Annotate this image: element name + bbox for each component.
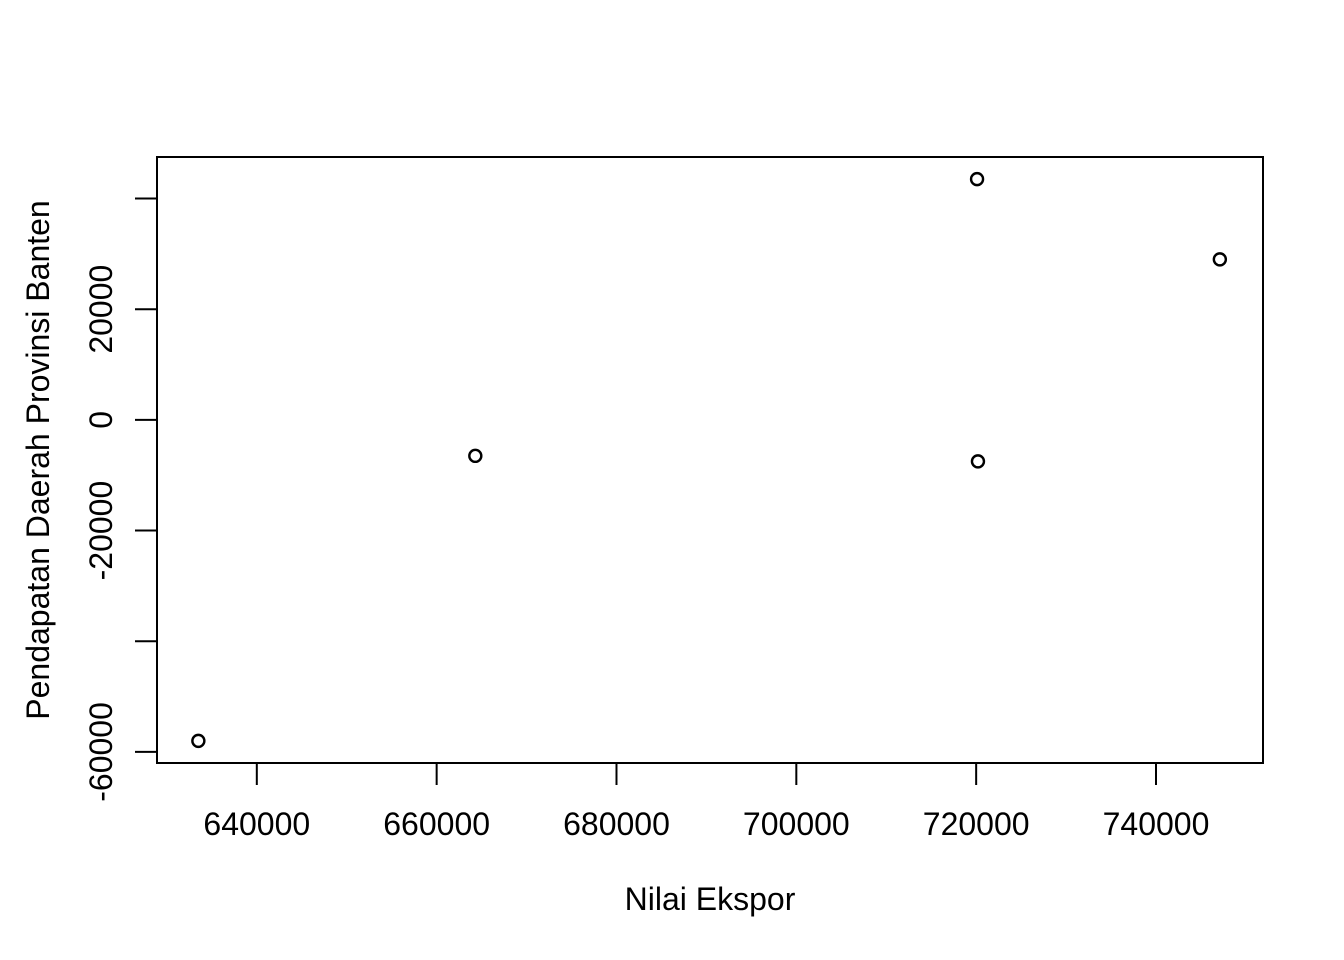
y-tick-label: -20000 [83,481,119,581]
x-tick-label: 660000 [383,806,490,842]
x-axis-title: Nilai Ekspor [625,881,796,917]
x-tick-label: 740000 [1103,806,1210,842]
y-tick-label: 20000 [83,265,119,354]
x-axis: 640000 660000 680000 700000 720000 740000 [203,762,1210,842]
data-point [191,733,206,749]
y-tick-label: 0 [83,411,119,429]
x-tick-label: 700000 [743,806,850,842]
x-tick-label: 640000 [203,806,310,842]
y-axis-title: Pendapatan Daerah Provinsi Banten [20,200,56,719]
data-point [969,171,985,187]
x-tick-label: 680000 [563,806,670,842]
data-point [970,454,986,469]
plot-frame [156,156,1264,764]
data-point [468,448,483,464]
data-points [191,171,1228,749]
y-tick-label: -60000 [83,702,119,802]
x-tick-label: 720000 [923,806,1030,842]
data-point [1212,252,1228,267]
